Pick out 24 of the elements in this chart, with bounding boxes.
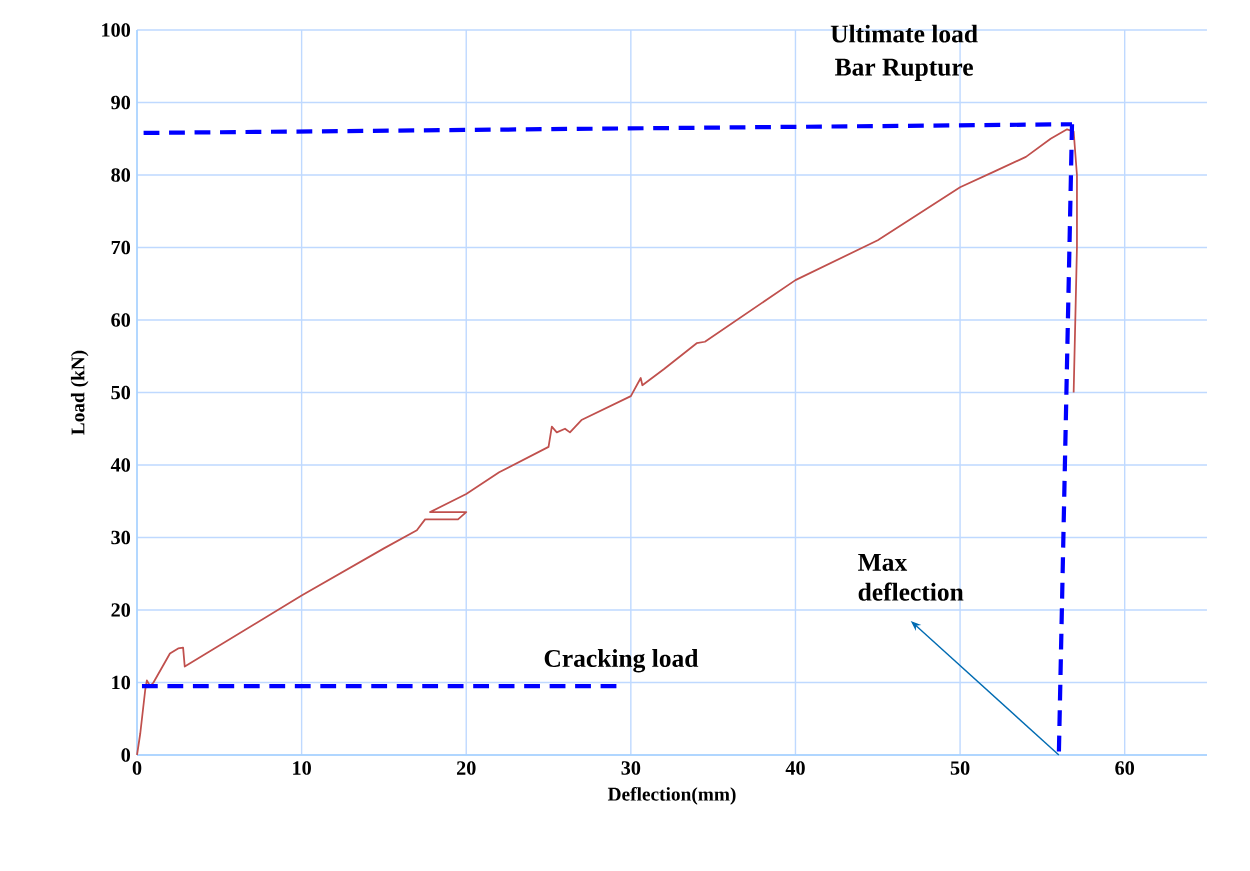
annotation: Bar Rupture	[835, 58, 973, 81]
x-tick-label: 30	[621, 761, 641, 775]
y-tick-label: 50	[111, 385, 131, 400]
x-tick-label: 60	[1115, 761, 1135, 775]
y-tick-label: 60	[111, 313, 131, 327]
annotation: Ultimate load	[830, 24, 978, 43]
x-tick-label: 0	[132, 761, 142, 775]
y-tick-label: 30	[111, 530, 131, 545]
y-tick-label: 80	[111, 168, 131, 182]
y-tick-label: 10	[112, 675, 131, 690]
y-tick-label: 0	[121, 748, 131, 762]
x-tick-label: 50	[950, 761, 970, 775]
y-tick-label: 70	[111, 240, 131, 255]
y-tick-label: 100	[102, 23, 131, 37]
x-axis-title: Deflection(mm)	[607, 786, 736, 805]
y-tick-label: 20	[111, 603, 131, 617]
y-axis-title: Load (kN)	[70, 350, 89, 435]
x-tick-label: 40	[785, 761, 805, 775]
x-tick-label: 10	[293, 761, 311, 775]
y-tick-label: 90	[111, 95, 131, 110]
y-tick-label: 40	[110, 458, 131, 472]
annotation: Max deflection	[858, 553, 964, 601]
annotation: Cracking load	[544, 649, 699, 673]
x-tick-label: 20	[456, 761, 476, 775]
